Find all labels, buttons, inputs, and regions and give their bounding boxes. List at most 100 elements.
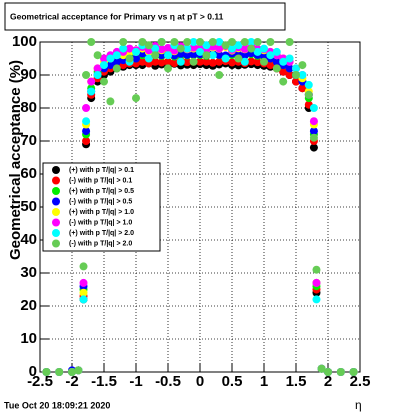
- data-point: [82, 137, 91, 145]
- data-point: [202, 41, 211, 50]
- data-point: [234, 41, 243, 50]
- data-point: [138, 38, 147, 46]
- data-point: [79, 288, 88, 297]
- data-point: [74, 366, 83, 375]
- legend-label: (-) with p T/|q| > 1.0: [69, 219, 132, 226]
- data-point: [106, 61, 115, 70]
- data-point: [196, 57, 204, 66]
- y-tick-label: 10: [20, 330, 37, 347]
- data-point: [189, 50, 198, 59]
- data-point: [100, 77, 108, 86]
- data-point: [208, 51, 217, 60]
- data-point: [82, 71, 91, 79]
- data-point: [228, 58, 236, 67]
- data-point: [279, 77, 288, 86]
- data-point: [196, 38, 204, 46]
- data-point: [240, 38, 249, 46]
- y-tick-label: 20: [20, 297, 37, 314]
- x-tick-label: 2: [324, 373, 332, 390]
- title-box: [4, 2, 286, 31]
- data-point: [170, 38, 179, 46]
- data-point: [93, 71, 102, 79]
- data-point: [309, 143, 318, 152]
- legend-label: (-) with p T/|q| > 2.0: [69, 240, 132, 247]
- data-point: [317, 364, 326, 373]
- data-point: [79, 262, 88, 271]
- data-point: [100, 61, 108, 70]
- data-point: [151, 44, 160, 53]
- y-tick-label: 70: [20, 132, 37, 149]
- x-tick-label: 1: [260, 373, 268, 390]
- data-point: [312, 265, 321, 274]
- legend-marker: [52, 229, 60, 237]
- data-point: [272, 57, 281, 66]
- legend-label: (-) with p T/|q| > 0.5: [69, 198, 132, 205]
- data-point: [349, 368, 358, 376]
- data-point: [144, 54, 153, 63]
- data-point: [215, 38, 224, 46]
- data-point: [151, 57, 160, 66]
- data-point: [260, 44, 268, 53]
- data-point: [279, 67, 288, 76]
- data-point: [208, 38, 217, 46]
- data-point: [132, 94, 140, 103]
- data-point: [240, 57, 249, 66]
- footer: Tue Oct 20 18:09:21 2020: [4, 400, 110, 410]
- legend-label: (+) with p T/|q| > 2.0: [69, 230, 134, 237]
- y-tick-label: 80: [20, 99, 37, 116]
- data-point: [253, 47, 262, 56]
- y-tick-label: 60: [20, 165, 37, 182]
- data-point: [285, 38, 294, 46]
- data-point: [68, 368, 76, 376]
- data-point: [298, 71, 307, 79]
- data-point: [112, 64, 121, 73]
- data-point: [119, 38, 128, 46]
- data-point: [292, 71, 300, 79]
- data-point: [112, 51, 121, 60]
- data-point: [176, 57, 185, 66]
- legend-marker: [52, 208, 60, 216]
- data-point: [189, 43, 198, 52]
- data-point: [164, 43, 172, 52]
- data-point: [285, 54, 294, 63]
- data-point: [272, 47, 281, 56]
- data-point: [266, 51, 275, 60]
- y-tick-label: 40: [20, 231, 37, 248]
- data-point: [82, 127, 91, 136]
- data-point: [202, 51, 211, 60]
- x-tick-label: -0.5: [155, 373, 181, 390]
- data-point: [87, 38, 96, 46]
- data-point: [79, 295, 88, 304]
- data-point: [87, 87, 96, 96]
- data-point: [247, 57, 256, 66]
- data-point: [312, 278, 321, 287]
- data-point: [196, 47, 204, 56]
- data-point: [304, 90, 313, 99]
- data-point: [164, 51, 172, 60]
- x-tick-label: 1.5: [286, 373, 307, 390]
- data-point: [228, 38, 236, 46]
- data-point: [79, 278, 88, 287]
- data-point: [189, 38, 198, 46]
- data-point: [247, 38, 256, 46]
- data-point: [309, 133, 318, 142]
- legend-label: (+) with p T/|q| > 1.0: [69, 209, 134, 216]
- data-point: [285, 64, 294, 73]
- data-point: [260, 51, 268, 60]
- x-tick-label: -2: [65, 373, 78, 390]
- data-point: [309, 104, 318, 112]
- data-point: [157, 45, 166, 54]
- data-point: [253, 58, 262, 67]
- data-point: [279, 57, 288, 66]
- y-tick-label: 0: [29, 363, 37, 380]
- data-point: [151, 51, 160, 60]
- data-point: [309, 117, 318, 126]
- data-point: [42, 368, 51, 376]
- data-point: [170, 59, 179, 68]
- chart-title: Geometrical acceptance for Primary vs η …: [10, 11, 224, 21]
- data-point: [93, 51, 102, 60]
- data-point: [292, 77, 300, 86]
- data-point: [285, 71, 294, 79]
- legend-box: [42, 162, 161, 252]
- legend-label: (+) with p T/|q| > 0.1: [69, 167, 134, 174]
